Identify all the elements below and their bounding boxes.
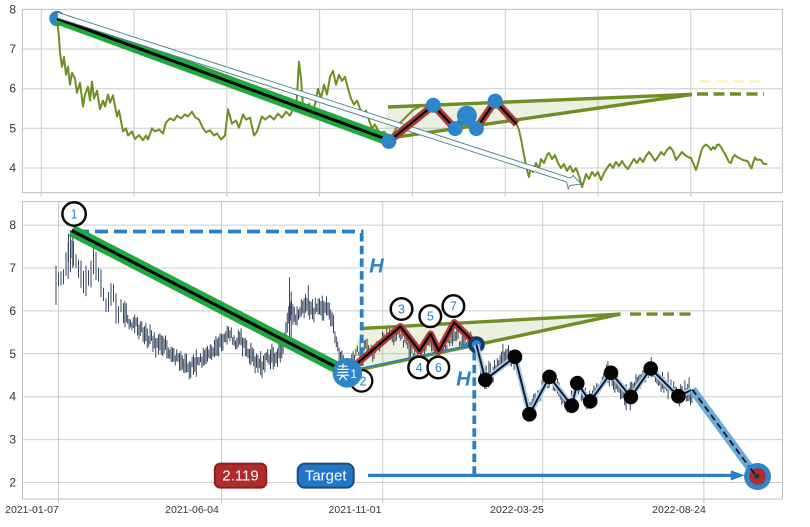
svg-text:Target: Target bbox=[305, 468, 348, 485]
svg-text:4: 4 bbox=[416, 361, 423, 375]
svg-text:3: 3 bbox=[398, 303, 405, 317]
svg-text:2021-06-04: 2021-06-04 bbox=[165, 504, 219, 516]
svg-text:7: 7 bbox=[450, 300, 457, 314]
svg-text:2022-08-24: 2022-08-24 bbox=[652, 504, 706, 516]
svg-text:7: 7 bbox=[9, 42, 16, 56]
svg-text:2021-11-01: 2021-11-01 bbox=[329, 504, 382, 516]
svg-text:H: H bbox=[456, 368, 471, 390]
svg-text:1: 1 bbox=[71, 208, 78, 222]
svg-text:5: 5 bbox=[9, 121, 16, 135]
svg-text:6: 6 bbox=[435, 361, 442, 375]
svg-text:3: 3 bbox=[9, 433, 16, 447]
svg-text:5: 5 bbox=[9, 347, 16, 361]
svg-text:6: 6 bbox=[9, 304, 16, 318]
svg-text:8: 8 bbox=[9, 218, 16, 232]
svg-text:2021-01-07: 2021-01-07 bbox=[5, 504, 59, 516]
svg-text:2: 2 bbox=[9, 476, 16, 490]
svg-text:H: H bbox=[369, 255, 384, 277]
svg-text:4: 4 bbox=[9, 161, 16, 175]
svg-text:1: 1 bbox=[351, 369, 357, 381]
svg-text:5: 5 bbox=[427, 310, 434, 324]
svg-text:4: 4 bbox=[9, 390, 16, 404]
svg-text:7: 7 bbox=[9, 261, 16, 275]
svg-text:8: 8 bbox=[9, 2, 16, 16]
svg-text:6: 6 bbox=[9, 82, 16, 96]
svg-text:2: 2 bbox=[360, 375, 367, 389]
svg-text:2022-03-25: 2022-03-25 bbox=[490, 504, 544, 516]
svg-text:2.119: 2.119 bbox=[222, 468, 258, 485]
